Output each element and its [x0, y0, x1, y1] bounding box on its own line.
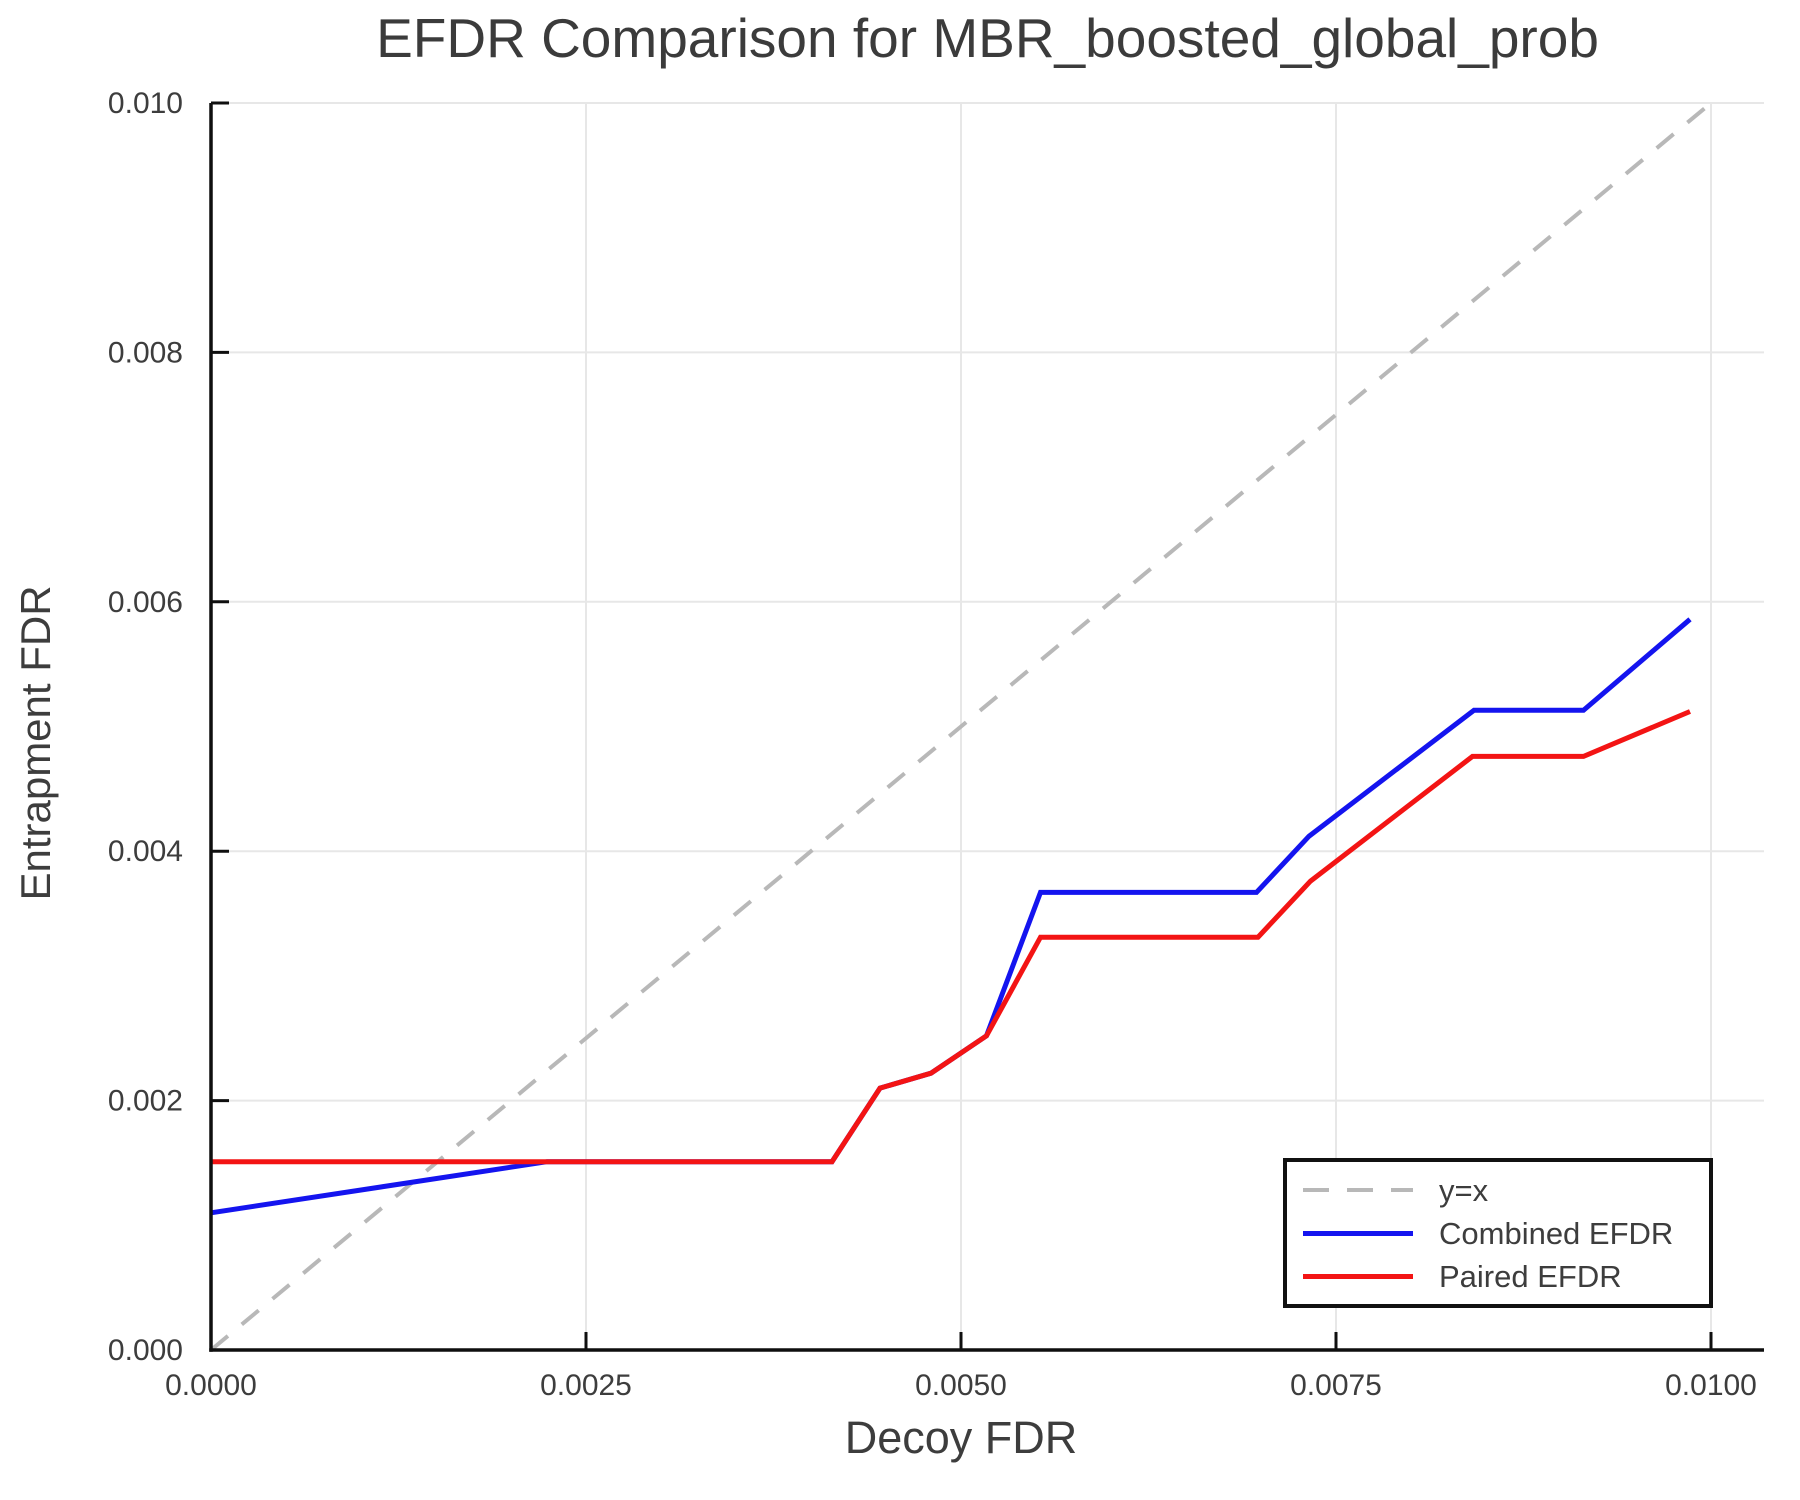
- y-tick-label: 0.006: [108, 586, 183, 619]
- combined-efdr-line-sample: [1303, 1230, 1413, 1236]
- yx-dashed-line-sample: [1303, 1188, 1413, 1192]
- x-axis-label: Decoy FDR: [844, 1412, 1078, 1463]
- series-line-combined-efdr: [210, 617, 1692, 1216]
- legend-item-paired-efdr: Paired EFDR: [1303, 1256, 1709, 1296]
- series-line-paired-efdr: [211, 709, 1691, 1165]
- x-tick-label: 0.0075: [1290, 1369, 1382, 1402]
- x-tick-label: 0.0100: [1665, 1369, 1757, 1402]
- legend-item-yx: y=x: [1303, 1170, 1709, 1210]
- legend-label-yx: y=x: [1439, 1172, 1489, 1208]
- y-tick-label: 0.000: [108, 1334, 183, 1367]
- paired-efdr-line-sample: [1303, 1273, 1413, 1279]
- y-axis-label: Entrapment FDR: [12, 585, 59, 901]
- x-tick-label: 0.0000: [165, 1369, 257, 1402]
- y-tick-label: 0.010: [108, 87, 183, 120]
- y-tick-label: 0.004: [108, 835, 183, 868]
- chart-title: EFDR Comparison for MBR_boosted_global_p…: [376, 7, 1599, 69]
- y-tick-label: 0.008: [108, 336, 183, 369]
- y-tick-label: 0.002: [108, 1085, 183, 1118]
- legend-item-combined-efdr: Combined EFDR: [1303, 1213, 1709, 1253]
- legend: y=x Combined EFDR Paired EFDR: [1283, 1158, 1713, 1308]
- x-tick-label: 0.0025: [540, 1369, 632, 1402]
- legend-label-paired-efdr: Paired EFDR: [1439, 1258, 1622, 1294]
- legend-label-combined-efdr: Combined EFDR: [1439, 1215, 1674, 1251]
- x-tick-label: 0.0050: [915, 1369, 1007, 1402]
- series-line-y-x: [209, 101, 1713, 1352]
